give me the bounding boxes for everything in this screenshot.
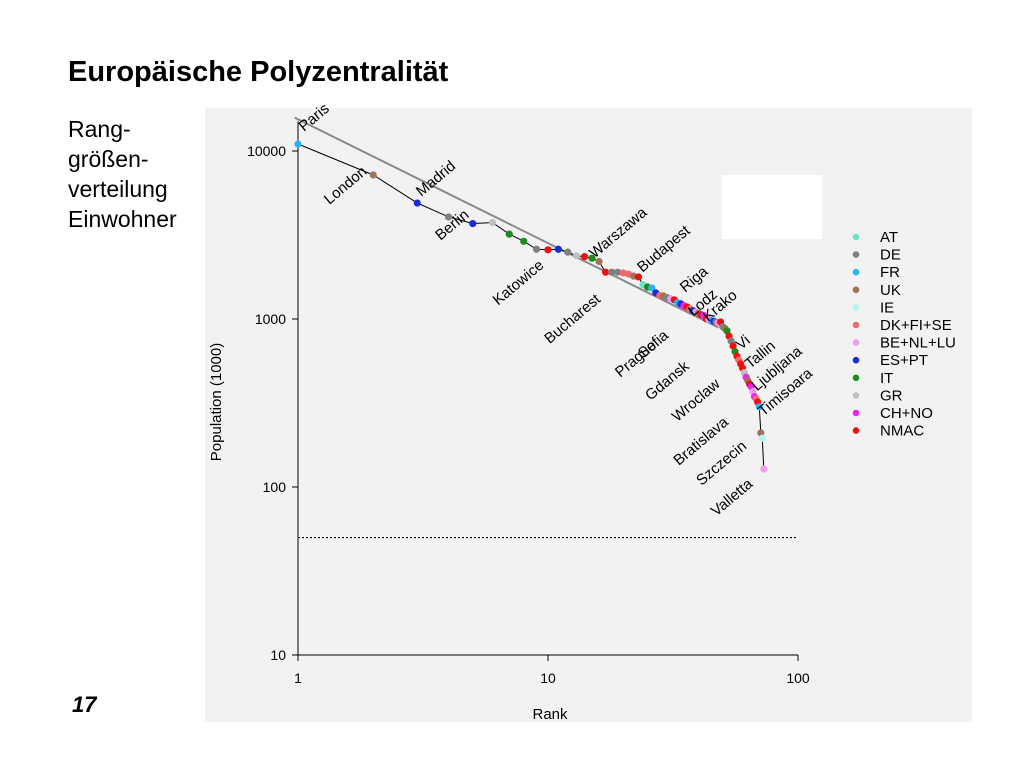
legend-label: DK+FI+SE <box>880 317 952 334</box>
slide-number: 17 <box>72 692 97 717</box>
legend-marker <box>852 392 860 399</box>
side-label-line: verteilung <box>68 176 168 202</box>
slide-title: Europäische Polyzentralität <box>68 56 449 88</box>
legend-label: IE <box>880 299 894 316</box>
data-point <box>757 429 765 437</box>
data-point <box>469 219 477 228</box>
legend-label: CH+NO <box>880 405 933 422</box>
data-point <box>520 237 528 245</box>
chart-cutout <box>722 175 822 239</box>
y-tick-label: 10 <box>270 647 286 663</box>
legend-marker <box>852 286 860 294</box>
y-axis-title: Population (1000) <box>208 343 225 461</box>
data-point <box>595 257 603 266</box>
data-point <box>544 246 552 254</box>
data-point <box>564 248 572 256</box>
data-point <box>554 245 562 253</box>
legend-label: UK <box>880 282 901 299</box>
x-tick-label: 100 <box>786 670 810 686</box>
data-point <box>588 254 596 262</box>
x-tick-label: 10 <box>540 670 556 686</box>
data-point <box>614 268 622 276</box>
data-point <box>532 245 541 253</box>
side-label: Rang- größen- verteilung Einwohner <box>68 114 177 234</box>
legend-marker <box>852 321 860 329</box>
legend-marker <box>852 427 860 434</box>
legend-marker <box>852 304 860 311</box>
data-point <box>755 403 763 411</box>
data-point <box>488 218 497 227</box>
legend-marker <box>852 374 860 382</box>
data-point <box>294 140 302 148</box>
data-point <box>505 230 513 238</box>
legend-marker <box>852 339 860 346</box>
x-axis-title: Rank <box>532 706 568 723</box>
legend-label: IT <box>880 370 893 387</box>
legend-label: ES+PT <box>880 352 928 369</box>
legend-marker <box>852 356 860 364</box>
data-point <box>444 213 453 221</box>
side-label-line: Einwohner <box>68 206 177 232</box>
data-point <box>729 342 737 350</box>
chart-background <box>205 108 972 722</box>
legend-marker <box>852 268 860 276</box>
data-point <box>572 252 581 260</box>
data-point <box>602 268 610 276</box>
data-point <box>758 434 766 442</box>
legend-marker <box>852 251 860 258</box>
legend-marker <box>852 409 860 417</box>
data-point <box>580 253 589 261</box>
data-point <box>648 284 656 292</box>
y-tick-label: 1000 <box>255 311 286 327</box>
legend-label: AT <box>880 229 898 246</box>
legend-label: FR <box>880 264 900 281</box>
side-label-line: Rang- <box>68 116 131 142</box>
data-point <box>608 268 616 276</box>
data-point <box>413 199 421 207</box>
side-label-line: größen- <box>68 146 149 172</box>
legend-marker <box>852 233 860 241</box>
data-point <box>369 171 377 179</box>
legend-label: GR <box>880 387 903 404</box>
trend-line <box>294 116 719 329</box>
legend-label: NMAC <box>880 423 924 440</box>
y-tick-label: 10000 <box>247 143 286 159</box>
x-tick-label: 1 <box>294 670 302 686</box>
legend-label: DE <box>880 247 901 264</box>
legend-label: BE+NL+LU <box>880 335 956 352</box>
data-point <box>634 273 643 281</box>
y-tick-label: 100 <box>263 479 287 495</box>
data-point <box>760 465 768 473</box>
